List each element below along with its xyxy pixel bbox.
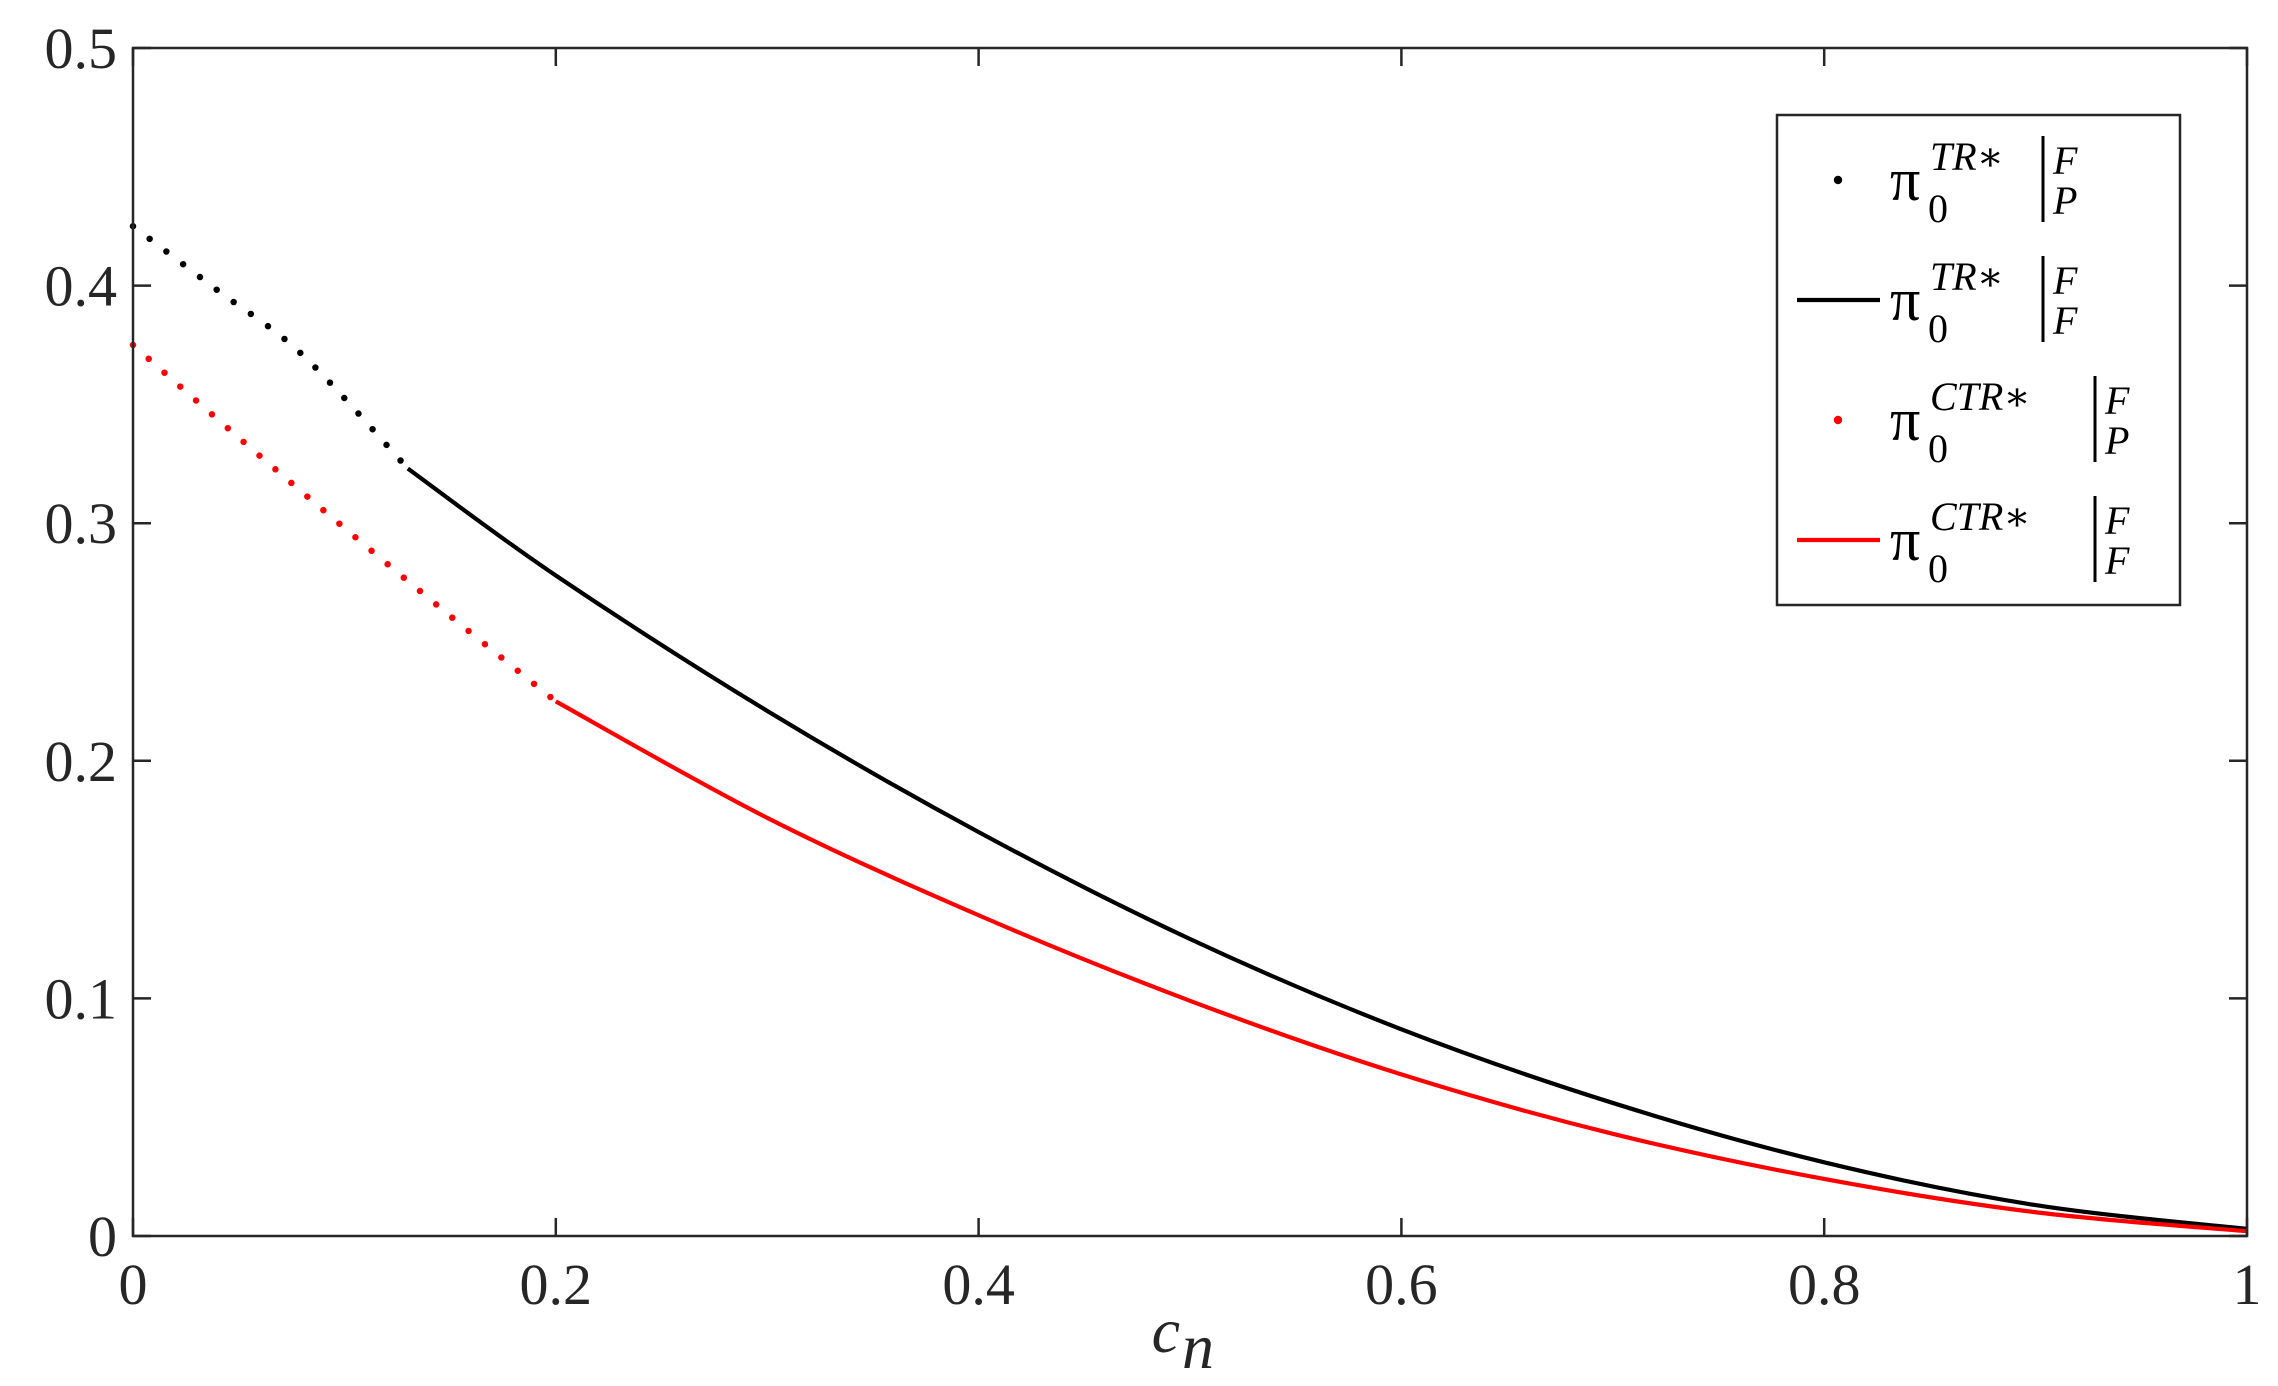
legend-bar-bottom: P [2052, 178, 2077, 223]
legend-bar-top: F [2104, 378, 2130, 423]
legend-subscript: 0 [1928, 546, 1948, 591]
y-tick-label: 0.5 [45, 16, 118, 81]
series-2 [406, 466, 2248, 1231]
legend-bar-top: F [2104, 498, 2130, 543]
series-line-solid [406, 466, 2248, 1231]
series-4 [554, 699, 2248, 1234]
legend-bar-bottom: F [2052, 298, 2078, 343]
y-tick-label: 0 [88, 1204, 117, 1269]
x-tick-label: 0.2 [520, 1252, 593, 1317]
legend-bar-bottom: P [2104, 418, 2129, 463]
legend-superscript: CTR∗ [1930, 494, 2031, 539]
legend-symbol: π [1890, 147, 1920, 213]
legend-bar-top: F [2052, 258, 2078, 303]
plot-area [129, 222, 2248, 1234]
axes: 0 0.2 0.4 0.6 0.8 1 0 0.1 0.2 0.3 0.4 0.5 [45, 16, 2262, 1317]
x-tick-label: 0 [119, 1252, 148, 1317]
legend-item-1: π TR∗ 0 FP [1833, 134, 2078, 231]
legend-subscript: 0 [1928, 306, 1948, 351]
x-axis-label-main: c [1152, 1295, 1180, 1366]
series-line-dotted [129, 341, 560, 705]
legend-item-3: π CTR∗ 0 FP [1833, 374, 2130, 471]
y-tick-label: 0.1 [45, 966, 118, 1031]
legend-bar-bottom: F [2104, 538, 2130, 583]
x-axis-label-sub: n [1182, 1311, 1214, 1382]
legend-superscript: TR∗ [1930, 254, 2004, 299]
legend-item-4: π CTR∗ 0 FF [1797, 494, 2130, 591]
legend-superscript: CTR∗ [1930, 374, 2031, 419]
legend-subscript: 0 [1928, 426, 1948, 471]
x-tick-label: 0.6 [1365, 1252, 1438, 1317]
legend-bar-top: F [2052, 138, 2078, 183]
y-tick-label: 0.4 [45, 254, 118, 319]
x-axis-label: c n [1152, 1295, 1214, 1382]
series-line-dotted [129, 222, 412, 472]
y-tick-label: 0.3 [45, 491, 118, 556]
series-1 [129, 222, 412, 472]
x-tick-label: 0.8 [1788, 1252, 1861, 1317]
legend-box [1775, 113, 2182, 607]
legend-symbol: π [1890, 387, 1920, 453]
legend-marker [1833, 415, 1843, 425]
legend-superscript: TR∗ [1930, 134, 2004, 179]
x-tick-label: 1 [2233, 1252, 2262, 1317]
plot-frame [131, 46, 2249, 1238]
y-tick-label: 0.2 [45, 729, 118, 794]
legend-symbol: π [1890, 507, 1920, 573]
legend-symbol: π [1890, 267, 1920, 333]
legend-subscript: 0 [1928, 186, 1948, 231]
series-3 [129, 341, 560, 705]
legend-item-2: π TR∗ 0 FF [1797, 254, 2078, 351]
x-tick-label: 0.4 [942, 1252, 1015, 1317]
series-line-solid [554, 699, 2248, 1234]
legend-marker [1833, 175, 1843, 185]
